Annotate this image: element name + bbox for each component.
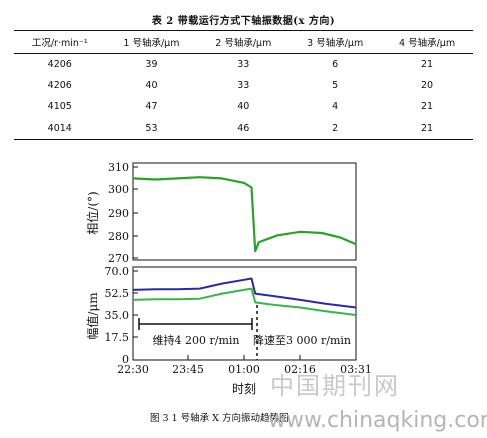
table-row: 4014 53 46 2 21	[14, 117, 473, 140]
annotation-bracket	[138, 318, 253, 330]
table-cell: 5	[332, 80, 339, 91]
table-cell: 33	[237, 59, 250, 70]
amplitude-y-ticks	[133, 270, 138, 338]
x-tick-label: 01:00	[228, 363, 260, 376]
phase-y-tick-label: 310	[108, 161, 129, 174]
amplitude-y-tick-label: 35.0	[105, 309, 130, 322]
table-cell: 53	[105, 117, 198, 140]
amplitude-y-tick-label: 0	[122, 353, 129, 366]
phase-series-line	[132, 176, 357, 253]
table-cell: 4014	[14, 117, 106, 140]
watermark-journal-name: 中国期刊网	[270, 372, 400, 400]
phase-y-tick-label: 270	[108, 252, 129, 265]
col-header-bearing-4: 4 号轴承/μm	[381, 30, 473, 54]
table-cell: 47	[145, 101, 158, 112]
table-cell: 33	[237, 80, 250, 91]
phase-y-tick-label: 280	[108, 230, 129, 243]
amplitude-y-tick-label: 70.0	[105, 265, 130, 278]
annotation-reduce-speed: 降速至3 000 r/min	[253, 333, 351, 347]
amplitude-series-line-blue	[132, 277, 357, 309]
amplitude-y-tick-label: 17.5	[105, 331, 130, 344]
col-header-condition: 工况/r·min⁻¹	[14, 30, 106, 54]
table-cell: 4	[332, 101, 339, 112]
amplitude-series-line-green	[132, 287, 357, 316]
phase-y-tick-label: 290	[108, 207, 129, 220]
table-row: 4206 40 33 5 20	[14, 75, 473, 96]
phase-y-axis-label: 相位/(°)	[85, 191, 100, 234]
col-header-bearing-2: 2 号轴承/μm	[197, 30, 290, 54]
table-cell: 40	[237, 101, 250, 112]
x-tick-label: 22:30	[117, 363, 149, 376]
phase-plot-frame	[132, 162, 357, 261]
table-row: 4206 39 33 6 21	[14, 54, 473, 76]
table-header-row: 工况/r·min⁻¹ 1 号轴承/μm 2 号轴承/μm 3 号轴承/μm 4 …	[14, 30, 473, 54]
table-cell: 4105	[47, 101, 72, 112]
table-cell: 21	[421, 59, 434, 70]
watermark-url: www.chinaqking.com	[268, 408, 487, 433]
table-cell: 21	[381, 117, 473, 140]
col-header-bearing-3: 3 号轴承/μm	[289, 30, 382, 54]
table-cell: 4206	[47, 80, 72, 91]
table-cell: 21	[421, 101, 434, 112]
table-caption: 表 2 带载运行方式下轴振数据(x 方向)	[151, 16, 336, 27]
col-header-bearing-1: 1 号轴承/μm	[105, 30, 198, 54]
x-tick-label: 02:16	[284, 363, 316, 376]
phase-y-ticks	[133, 166, 138, 259]
table-cell: 39	[145, 59, 158, 70]
x-tick-label: 03:31	[340, 363, 372, 376]
amplitude-y-tick-label: 52.5	[105, 287, 130, 300]
x-tick-label: 23:45	[172, 363, 204, 376]
vibration-data-table: 工况/r·min⁻¹ 1 号轴承/μm 2 号轴承/μm 3 号轴承/μm 4 …	[14, 30, 473, 140]
table-row: 4105 47 40 4 21	[14, 96, 473, 117]
table-cell: 20	[421, 80, 434, 91]
x-axis-label: 时刻	[232, 382, 256, 396]
phase-y-tick-label: 300	[108, 183, 129, 196]
figure-caption: 图 3 1 号轴承 X 方向振动趋势图	[150, 413, 289, 424]
table-cell: 40	[145, 80, 158, 91]
table-cell: 6	[332, 59, 339, 70]
table-cell: 2	[289, 117, 382, 140]
amplitude-y-axis-label: 幅值/μm	[85, 292, 100, 340]
table-cell: 46	[197, 117, 290, 140]
x-ticks	[132, 355, 357, 360]
annotation-maintain-speed: 维持4 200 r/min	[153, 333, 240, 347]
table-cell: 4206	[47, 59, 72, 70]
